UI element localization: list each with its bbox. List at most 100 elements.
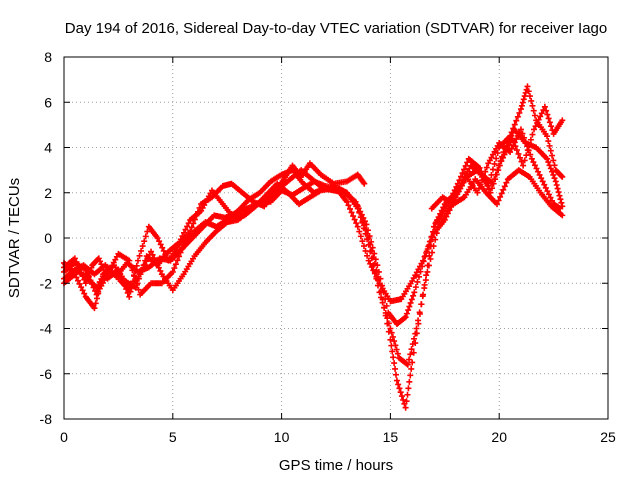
data-point xyxy=(372,256,379,263)
data-point xyxy=(556,192,563,199)
data-point xyxy=(405,307,412,314)
data-point xyxy=(527,136,534,143)
data-point xyxy=(142,233,149,240)
data-point xyxy=(371,250,378,257)
data-point xyxy=(410,292,417,299)
data-point xyxy=(517,106,524,113)
data-point xyxy=(364,252,371,259)
data-point xyxy=(549,197,556,204)
data-point xyxy=(530,107,537,114)
data-point xyxy=(425,262,432,269)
data-point xyxy=(443,203,450,210)
data-point xyxy=(550,157,557,164)
data-point xyxy=(518,158,525,165)
data-point xyxy=(364,236,371,243)
y-tick-label: 0 xyxy=(44,230,52,246)
data-point xyxy=(545,138,552,145)
data-point xyxy=(513,147,520,154)
data-point xyxy=(365,257,372,264)
data-point xyxy=(422,277,429,284)
data-point xyxy=(361,180,368,187)
axis-ticks xyxy=(63,56,609,420)
data-point xyxy=(361,218,368,225)
data-point xyxy=(369,244,376,251)
data-point xyxy=(406,303,413,310)
data-point xyxy=(395,381,402,388)
data-point xyxy=(398,393,405,400)
data-point xyxy=(423,248,430,255)
y-tick-label: 4 xyxy=(44,140,52,156)
data-point xyxy=(553,181,560,188)
data-point xyxy=(478,168,485,175)
data-point xyxy=(135,275,142,282)
data-point xyxy=(185,220,192,227)
data-point xyxy=(538,110,545,117)
data-point xyxy=(73,274,80,281)
data-point xyxy=(391,360,398,367)
data-point xyxy=(354,202,361,209)
data-point xyxy=(412,330,419,337)
data-point xyxy=(148,248,155,255)
data-point xyxy=(486,177,493,184)
data-point xyxy=(139,243,146,250)
data-point xyxy=(379,282,386,289)
data-point xyxy=(403,310,410,317)
data-point xyxy=(531,162,538,169)
data-point xyxy=(524,83,531,90)
data-point xyxy=(517,126,524,133)
x-tick-label: 5 xyxy=(169,429,177,445)
data-point xyxy=(374,262,381,269)
data-point xyxy=(513,117,520,124)
data-point xyxy=(421,285,428,292)
data-point xyxy=(87,277,94,284)
data-point xyxy=(510,139,517,146)
data-point xyxy=(417,268,424,275)
data-point xyxy=(514,113,521,120)
data-point xyxy=(407,299,414,306)
data-point xyxy=(156,238,163,245)
data-point xyxy=(531,126,538,133)
data-point xyxy=(498,190,505,197)
data-point xyxy=(500,186,507,193)
data-point xyxy=(390,354,397,361)
data-point xyxy=(388,329,395,336)
data-point xyxy=(519,99,526,106)
data-point xyxy=(356,228,363,235)
x-tick-labels: 0 5 10 15 20 25 xyxy=(60,429,616,445)
data-point xyxy=(377,275,384,282)
data-point xyxy=(461,166,468,173)
data-point xyxy=(506,141,513,148)
data-point xyxy=(352,198,359,205)
data-point xyxy=(547,165,554,172)
y-tick-label: -2 xyxy=(40,275,53,291)
data-points xyxy=(61,83,566,411)
data-point xyxy=(402,314,409,321)
data-point xyxy=(380,289,387,296)
data-point xyxy=(354,223,361,230)
data-point xyxy=(443,213,450,220)
data-point xyxy=(392,371,399,378)
y-tick-labels: -8 -6 -4 -2 0 2 4 6 8 xyxy=(40,49,53,427)
data-point xyxy=(400,396,407,403)
data-point xyxy=(503,148,510,155)
data-point xyxy=(345,202,352,209)
data-point xyxy=(396,385,403,392)
data-point xyxy=(368,264,375,271)
x-tick-label: 0 xyxy=(60,429,68,445)
data-point xyxy=(542,184,549,191)
data-point xyxy=(343,198,350,205)
data-point xyxy=(517,154,524,161)
data-point xyxy=(91,305,98,312)
data-point xyxy=(516,109,523,116)
data-point xyxy=(456,177,463,184)
data-point xyxy=(391,338,398,345)
data-point xyxy=(370,267,377,274)
data-point xyxy=(419,263,426,270)
data-point xyxy=(157,267,164,274)
data-point xyxy=(416,309,423,316)
data-point xyxy=(459,170,466,177)
data-point xyxy=(481,175,488,182)
data-point xyxy=(474,189,481,196)
y-tick-label: -8 xyxy=(40,411,53,427)
data-point xyxy=(172,261,179,268)
